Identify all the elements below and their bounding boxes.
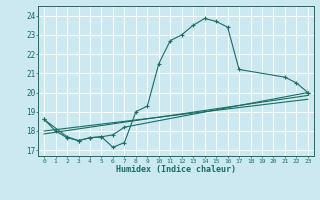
X-axis label: Humidex (Indice chaleur): Humidex (Indice chaleur) xyxy=(116,165,236,174)
